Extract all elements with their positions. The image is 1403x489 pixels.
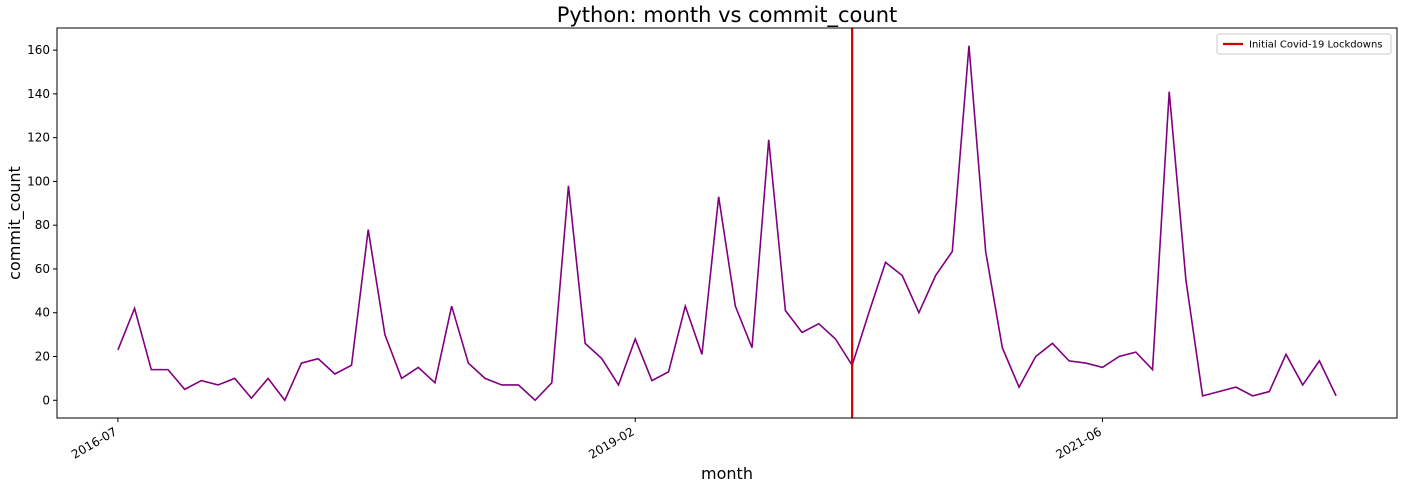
y-tick-label: 40: [35, 306, 50, 320]
legend-box: [1216, 33, 1392, 55]
x-tick-label: 2021-06: [1054, 424, 1104, 461]
y-tick-label: 20: [35, 350, 50, 364]
plot-frame: [56, 27, 1398, 419]
x-axis-label: month: [701, 464, 753, 483]
y-tick-label: 140: [27, 87, 50, 101]
x-tick-label: 2016-07: [69, 424, 119, 461]
data-line: [117, 45, 1337, 402]
y-axis-label: commit_count: [5, 166, 25, 280]
legend-label: Initial Covid-19 Lockdowns: [1249, 40, 1383, 51]
y-tick-label: 120: [27, 131, 50, 145]
legend: Initial Covid-19 Lockdowns: [1216, 33, 1392, 55]
y-tick-label: 60: [35, 262, 50, 276]
chart-title: Python: month vs commit_count: [557, 3, 898, 28]
y-tick-label: 160: [27, 43, 50, 57]
x-tick-label: 2019-02: [586, 424, 636, 461]
y-tick-label: 80: [35, 218, 50, 232]
y-tick-label: 100: [27, 174, 50, 188]
y-tick-label: 0: [42, 393, 50, 407]
